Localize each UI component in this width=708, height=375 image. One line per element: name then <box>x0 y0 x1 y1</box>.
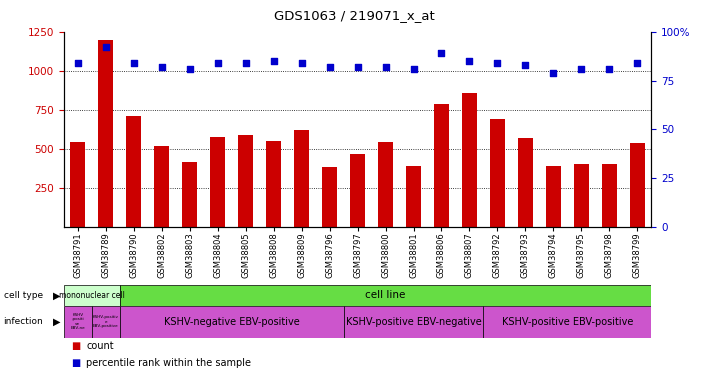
Point <box>128 60 139 66</box>
Point <box>324 64 335 70</box>
Bar <box>378 142 393 227</box>
Point <box>632 60 643 66</box>
Bar <box>294 130 309 227</box>
Bar <box>98 40 113 227</box>
Text: KSHV-positiv
e
EBV-positive: KSHV-positiv e EBV-positive <box>93 315 119 328</box>
Point <box>72 60 84 66</box>
Bar <box>343 306 484 338</box>
Bar <box>322 167 337 227</box>
Bar <box>602 165 617 227</box>
Bar <box>406 166 421 227</box>
Bar <box>546 166 561 227</box>
Text: mononuclear cell: mononuclear cell <box>59 291 125 300</box>
Bar <box>64 285 120 306</box>
Point <box>352 64 363 70</box>
Text: cell line: cell line <box>365 290 406 300</box>
Point <box>492 60 503 66</box>
Bar <box>64 306 92 338</box>
Text: GDS1063 / 219071_x_at: GDS1063 / 219071_x_at <box>273 9 435 22</box>
Point <box>380 64 392 70</box>
Bar <box>92 306 120 338</box>
Point <box>268 58 279 64</box>
Text: percentile rank within the sample: percentile rank within the sample <box>86 358 251 368</box>
Bar <box>484 306 651 338</box>
Point <box>184 66 195 72</box>
Text: ■: ■ <box>71 341 80 351</box>
Bar <box>629 142 645 227</box>
Point <box>436 50 447 56</box>
Text: ▶: ▶ <box>52 316 60 327</box>
Bar <box>120 306 343 338</box>
Text: KSHV-negative EBV-positive: KSHV-negative EBV-positive <box>164 316 299 327</box>
Bar <box>126 116 142 227</box>
Bar <box>573 165 589 227</box>
Point <box>576 66 587 72</box>
Bar <box>238 135 253 227</box>
Bar <box>266 141 281 227</box>
Text: cell type: cell type <box>4 291 42 300</box>
Bar <box>210 137 225 227</box>
Point <box>296 60 307 66</box>
Bar <box>154 146 169 227</box>
Bar <box>350 153 365 227</box>
Bar <box>462 93 477 227</box>
Text: ▶: ▶ <box>52 290 60 300</box>
Point <box>240 60 251 66</box>
Bar <box>434 104 449 227</box>
Point <box>212 60 223 66</box>
Point <box>520 62 531 68</box>
Text: count: count <box>86 341 114 351</box>
Point <box>100 45 111 51</box>
Point <box>604 66 615 72</box>
Text: KSHV-positive EBV-negative: KSHV-positive EBV-negative <box>346 316 481 327</box>
Point <box>156 64 167 70</box>
Bar <box>518 138 533 227</box>
Bar <box>182 162 198 227</box>
Point <box>548 70 559 76</box>
Text: infection: infection <box>4 317 43 326</box>
Bar <box>70 142 86 227</box>
Text: KSHV-positive EBV-positive: KSHV-positive EBV-positive <box>502 316 633 327</box>
Text: KSHV
-positi
ve
EBV-ne: KSHV -positi ve EBV-ne <box>70 313 85 330</box>
Bar <box>490 119 505 227</box>
Text: ■: ■ <box>71 358 80 368</box>
Point <box>464 58 475 64</box>
Point <box>408 66 419 72</box>
